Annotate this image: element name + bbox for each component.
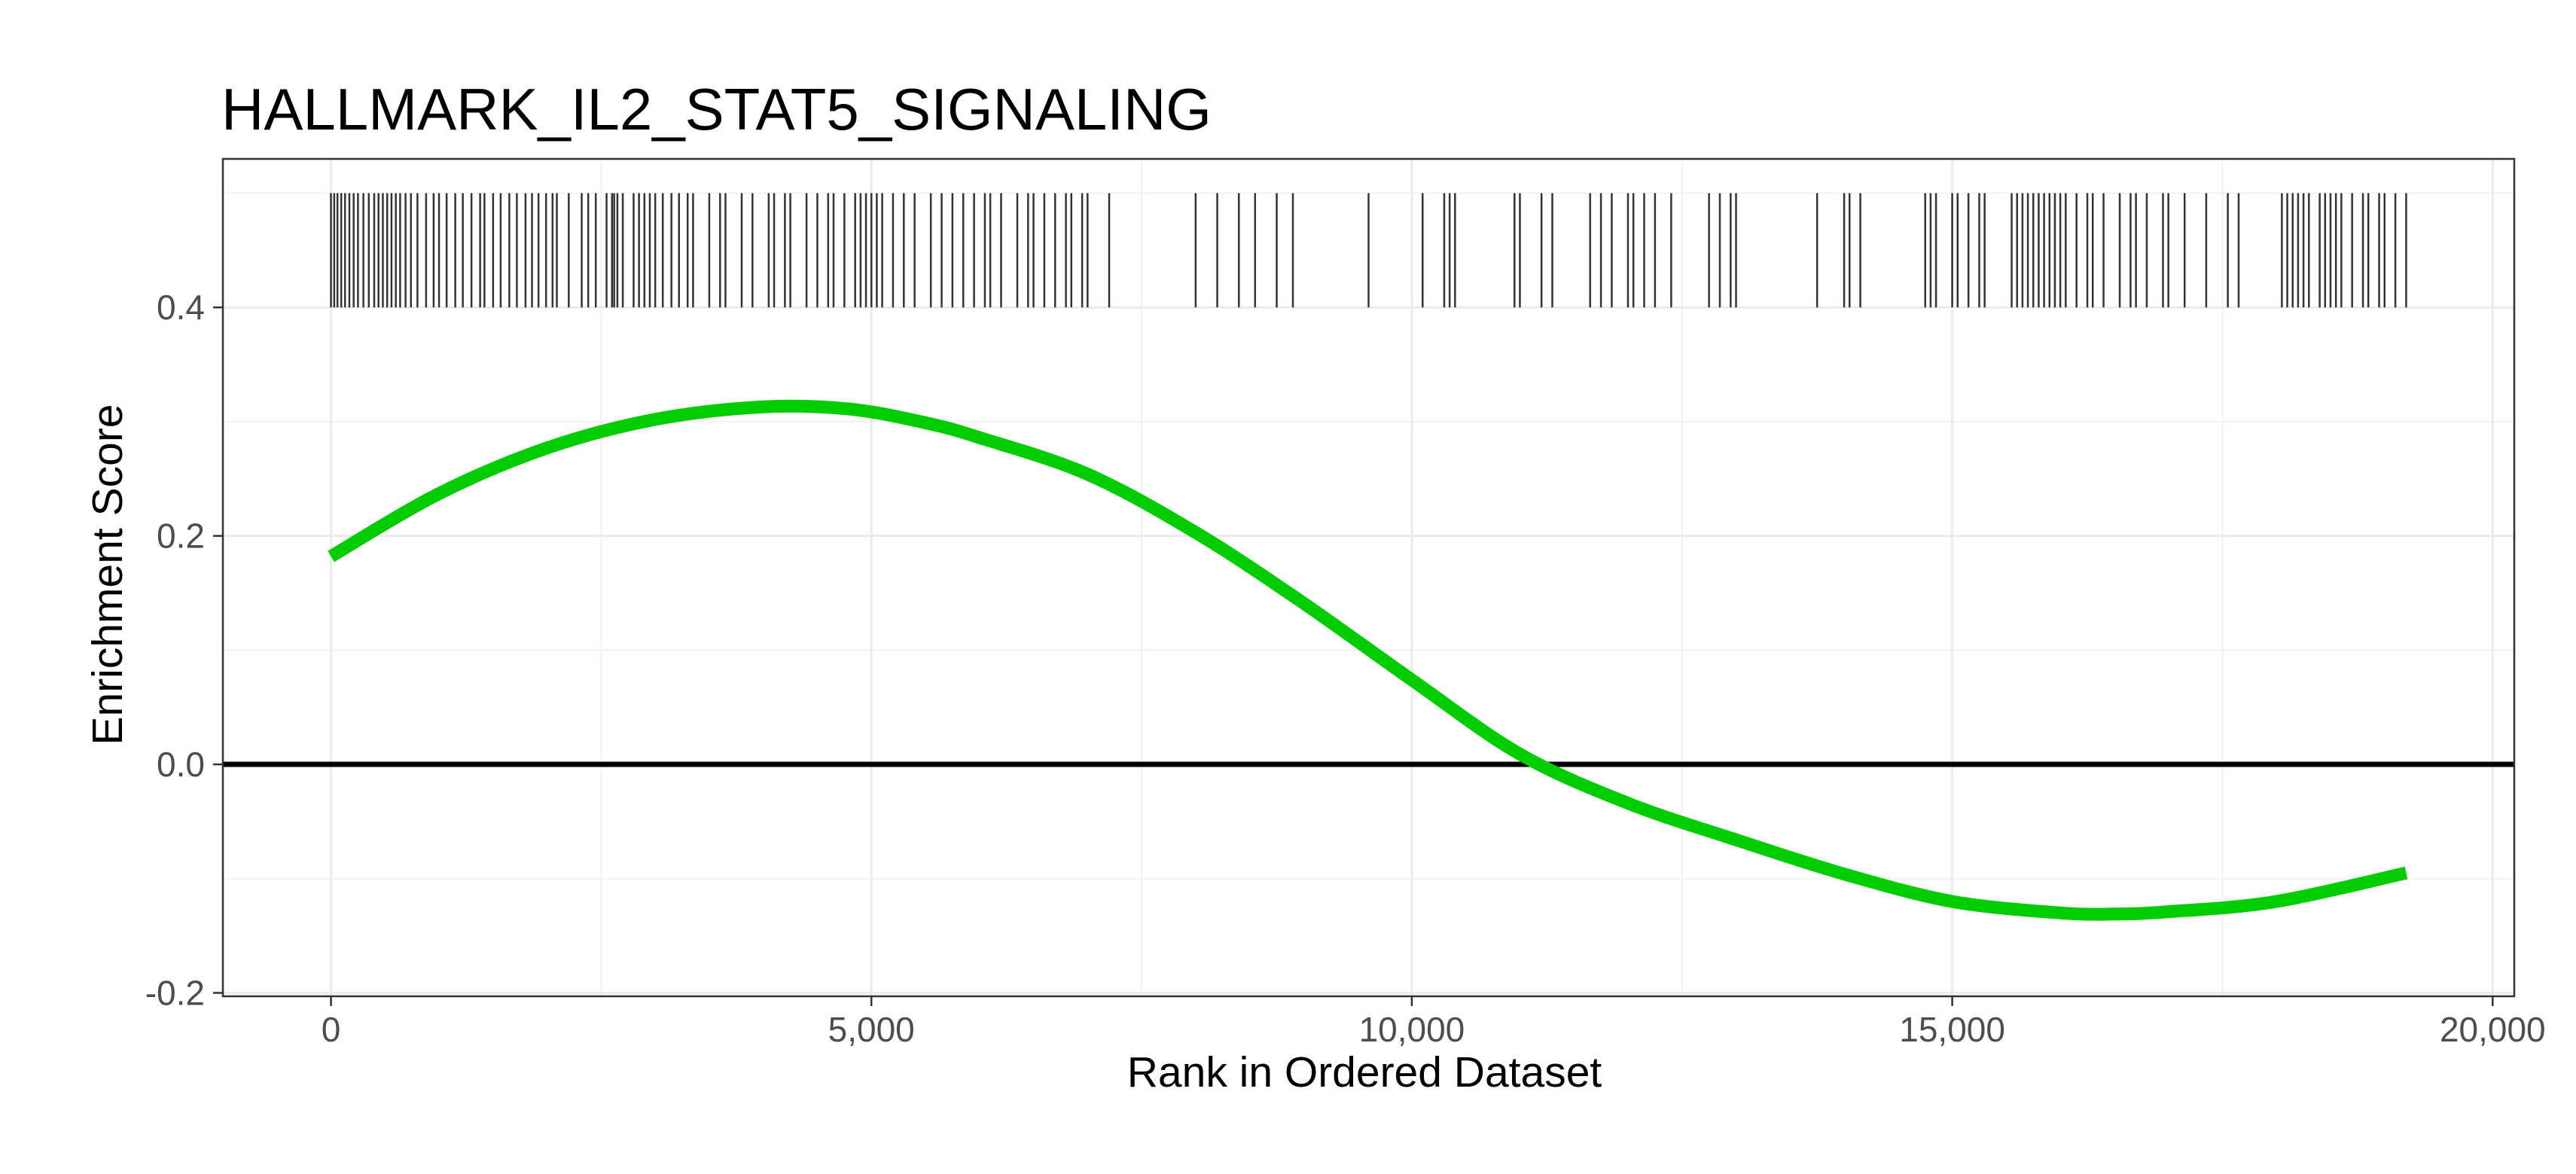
y-tick-label: 0.2 (157, 517, 205, 556)
enrichment-score-curve (328, 399, 2408, 921)
y-tick-label: 0.4 (157, 288, 205, 327)
x-tick-label: 5,000 (828, 1010, 915, 1049)
y-tick-label: -0.2 (145, 973, 205, 1012)
y-axis-title: Enrichment Score (84, 404, 132, 745)
x-axis: 0 5,000 10,000 15,000 20,000 (322, 996, 2546, 1049)
x-tick-label: 15,000 (1899, 1010, 2005, 1049)
plot-panel-border (221, 157, 2516, 998)
gene-hit-rug (330, 193, 2407, 308)
x-tick-label: 10,000 (1359, 1010, 1465, 1049)
x-tick-label: 0 (322, 1010, 341, 1049)
y-axis: -0.2 0.0 0.2 0.4 (145, 288, 223, 1012)
y-tick-label: 0.0 (157, 745, 205, 784)
x-axis-title: Rank in Ordered Dataset (1127, 1048, 1602, 1096)
x-tick-label: 20,000 (2440, 1010, 2546, 1049)
chart-title: HALLMARK_IL2_STAT5_SIGNALING (221, 76, 1212, 142)
